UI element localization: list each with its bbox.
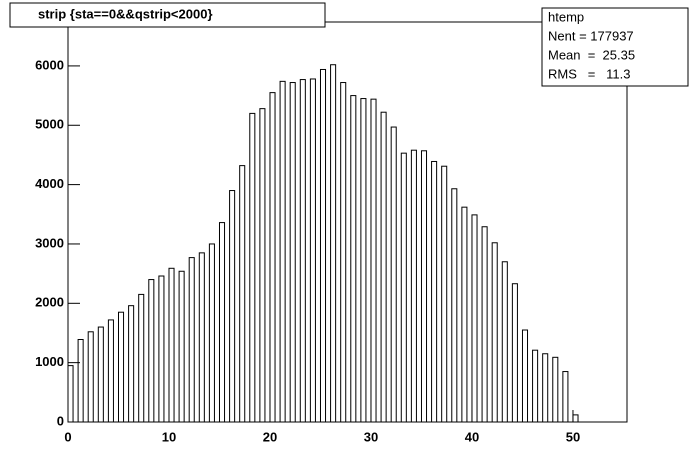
- bar: [380, 111, 387, 423]
- y-tick-label: 5000: [35, 117, 64, 132]
- bar: [77, 339, 84, 423]
- y-tick-label: 3000: [35, 235, 64, 250]
- bar: [208, 243, 215, 423]
- bar: [471, 214, 478, 423]
- y-tick-label: 2000: [35, 295, 64, 310]
- bar: [542, 353, 549, 423]
- bar: [420, 150, 428, 423]
- bar: [289, 82, 296, 423]
- bar: [410, 149, 417, 423]
- x-tick-label: 30: [364, 429, 378, 444]
- title-box: [9, 2, 326, 28]
- bar: [117, 311, 125, 423]
- bar: [138, 293, 145, 423]
- bar: [269, 92, 276, 423]
- bar: [400, 152, 407, 423]
- bar: [128, 305, 135, 423]
- bar: [188, 257, 195, 423]
- bar: [229, 190, 236, 423]
- bar: [319, 68, 327, 423]
- bar: [107, 319, 114, 423]
- stats-line: RMS = 11.3: [548, 66, 631, 81]
- y-tick-label: 0: [57, 413, 64, 428]
- x-tick-label: 0: [64, 429, 71, 444]
- bar: [390, 126, 397, 423]
- bar: [158, 275, 165, 423]
- stats-title: htemp: [548, 9, 584, 24]
- bar: [461, 206, 468, 423]
- x-tick-label: 50: [566, 429, 580, 444]
- x-tick-label: 40: [465, 429, 479, 444]
- chart-title: strip {sta==0&&qstrip<2000}: [38, 6, 213, 21]
- bar: [431, 160, 438, 423]
- bar: [330, 64, 337, 423]
- bar: [360, 98, 367, 423]
- bar: [340, 82, 347, 423]
- bar: [511, 283, 518, 423]
- stats-line: Mean = 25.35: [548, 47, 635, 62]
- bar: [501, 261, 508, 423]
- bar: [239, 165, 246, 423]
- bar: [218, 222, 226, 423]
- x-tick-label: 20: [263, 429, 277, 444]
- bar: [299, 79, 306, 423]
- bar: [178, 270, 185, 423]
- bar: [451, 188, 458, 423]
- bar: [491, 242, 498, 423]
- bar: [168, 267, 175, 423]
- bar: [441, 165, 448, 423]
- stats-line: Nent = 177937: [548, 28, 634, 43]
- x-tick-label: 10: [162, 429, 176, 444]
- bar: [279, 80, 286, 423]
- y-tick-label: 1000: [35, 354, 64, 369]
- bar: [552, 356, 559, 423]
- bar: [481, 226, 488, 423]
- bar: [97, 326, 104, 423]
- y-tick-label: 6000: [35, 57, 64, 72]
- bar: [521, 329, 529, 423]
- bar: [350, 95, 357, 423]
- bar: [309, 78, 316, 423]
- bar: [249, 112, 256, 423]
- bar: [532, 349, 539, 423]
- bar: [259, 108, 266, 423]
- y-tick-label: 4000: [35, 176, 64, 191]
- bar: [87, 331, 94, 423]
- stats-box: [541, 7, 689, 87]
- bar: [198, 252, 205, 423]
- bar: [370, 98, 377, 423]
- frame: [67, 21, 628, 423]
- bar: [148, 279, 155, 423]
- bar: [562, 371, 569, 423]
